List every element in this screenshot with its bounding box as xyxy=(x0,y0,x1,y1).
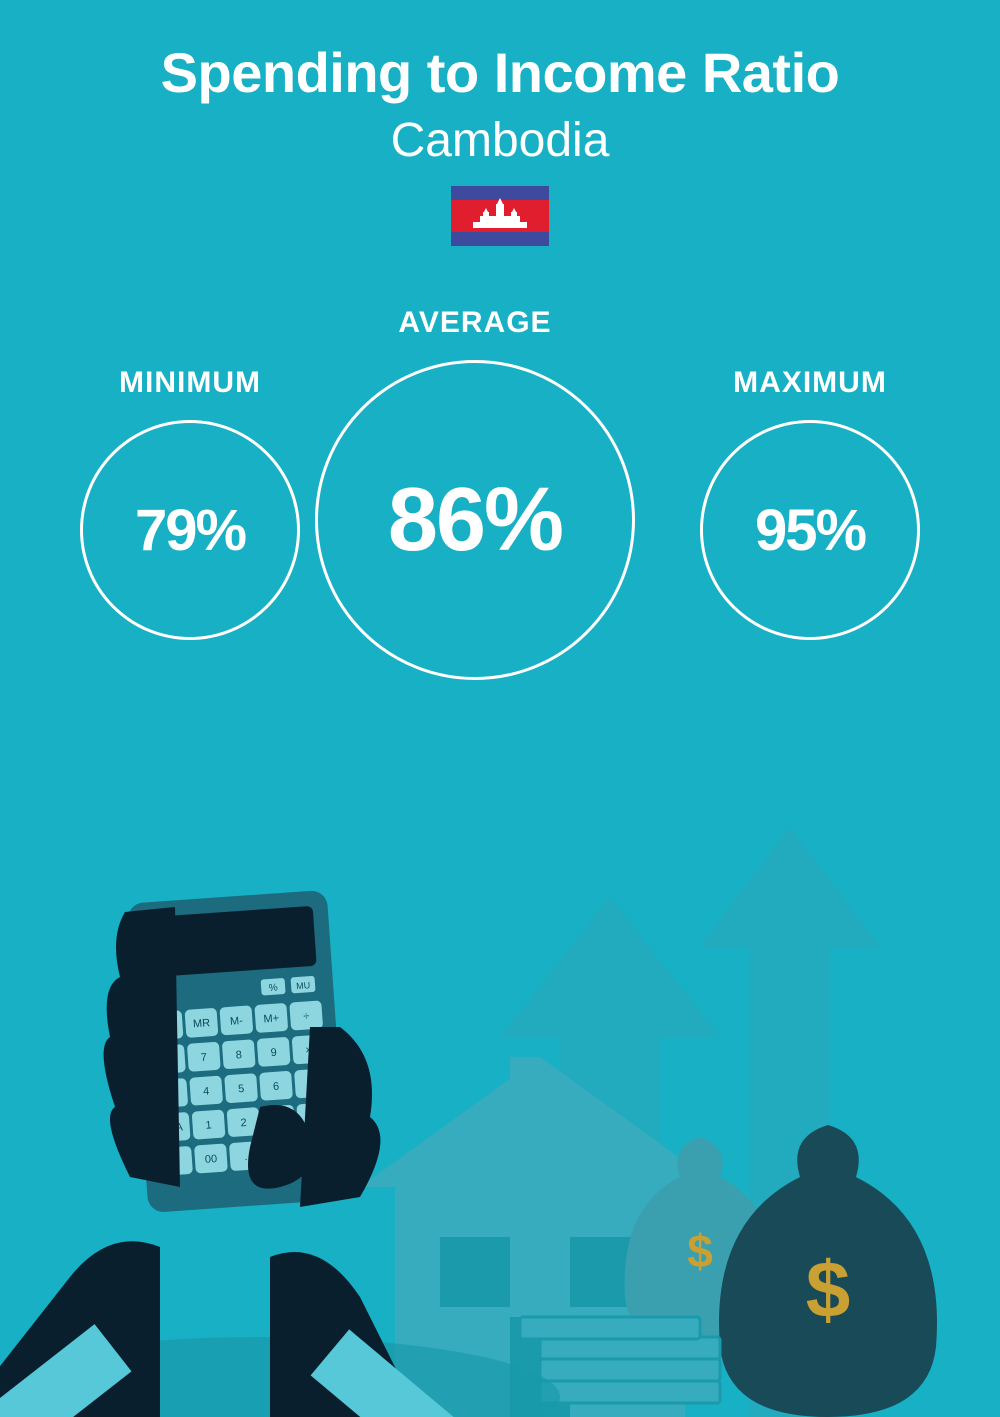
hands-calculator-icon: % MU MCMRM-M+÷+/-789×▶456−C/A123+000.= xyxy=(0,890,560,1417)
svg-text:×: × xyxy=(305,1044,312,1056)
stat-minimum-circle: 79% xyxy=(80,420,300,640)
cambodia-flag-icon xyxy=(451,186,549,246)
stat-minimum-value: 79% xyxy=(135,497,245,564)
money-bags-icon: $ $ xyxy=(625,1125,937,1417)
svg-text:9: 9 xyxy=(270,1047,277,1059)
svg-text:$: $ xyxy=(687,1225,713,1277)
stat-maximum-circle: 95% xyxy=(700,420,920,640)
svg-text:5: 5 xyxy=(238,1083,245,1095)
page-subtitle: Cambodia xyxy=(0,113,1000,168)
svg-text:0: 0 xyxy=(173,1156,180,1168)
svg-text:=: = xyxy=(277,1148,284,1160)
stat-maximum: MAXIMUM 95% xyxy=(660,366,960,640)
svg-text:.: . xyxy=(244,1151,248,1163)
svg-text:+: + xyxy=(310,1112,317,1124)
svg-text:1: 1 xyxy=(205,1119,212,1131)
svg-text:MR: MR xyxy=(193,1017,211,1030)
svg-text:00: 00 xyxy=(204,1153,217,1166)
stats-row: MINIMUM 79% AVERAGE 86% MAXIMUM 95% xyxy=(0,306,1000,766)
stat-minimum-label: MINIMUM xyxy=(40,366,340,400)
svg-text:+/-: +/- xyxy=(162,1054,176,1067)
svg-text:M-: M- xyxy=(230,1015,244,1028)
stat-maximum-label: MAXIMUM xyxy=(660,366,960,400)
stat-average: AVERAGE 86% xyxy=(315,306,635,680)
svg-text:%: % xyxy=(268,982,278,994)
svg-text:6: 6 xyxy=(273,1081,280,1093)
svg-text:M+: M+ xyxy=(263,1012,279,1025)
cash-stack-icon xyxy=(520,1317,720,1403)
svg-text:2: 2 xyxy=(240,1117,247,1129)
stat-maximum-value: 95% xyxy=(755,497,865,564)
svg-text:C/A: C/A xyxy=(164,1121,184,1134)
svg-text:8: 8 xyxy=(235,1049,242,1061)
svg-text:3: 3 xyxy=(275,1115,282,1127)
stat-average-circle: 86% xyxy=(315,360,635,680)
stat-average-value: 86% xyxy=(388,469,562,572)
stat-minimum: MINIMUM 79% xyxy=(40,366,340,640)
house-icon xyxy=(360,1057,720,1417)
stat-average-label: AVERAGE xyxy=(315,306,635,340)
svg-text:MU: MU xyxy=(296,980,311,991)
svg-text:▶: ▶ xyxy=(167,1088,177,1101)
bottom-illustration: $ $ % MU xyxy=(0,777,1000,1417)
svg-text:÷: ÷ xyxy=(303,1010,310,1022)
header: Spending to Income Ratio Cambodia xyxy=(0,0,1000,246)
svg-text:$: $ xyxy=(806,1245,851,1334)
svg-text:MC: MC xyxy=(158,1020,176,1033)
svg-text:7: 7 xyxy=(200,1052,207,1064)
svg-text:4: 4 xyxy=(203,1085,210,1097)
page-title: Spending to Income Ratio xyxy=(0,40,1000,105)
svg-text:−: − xyxy=(307,1078,314,1090)
